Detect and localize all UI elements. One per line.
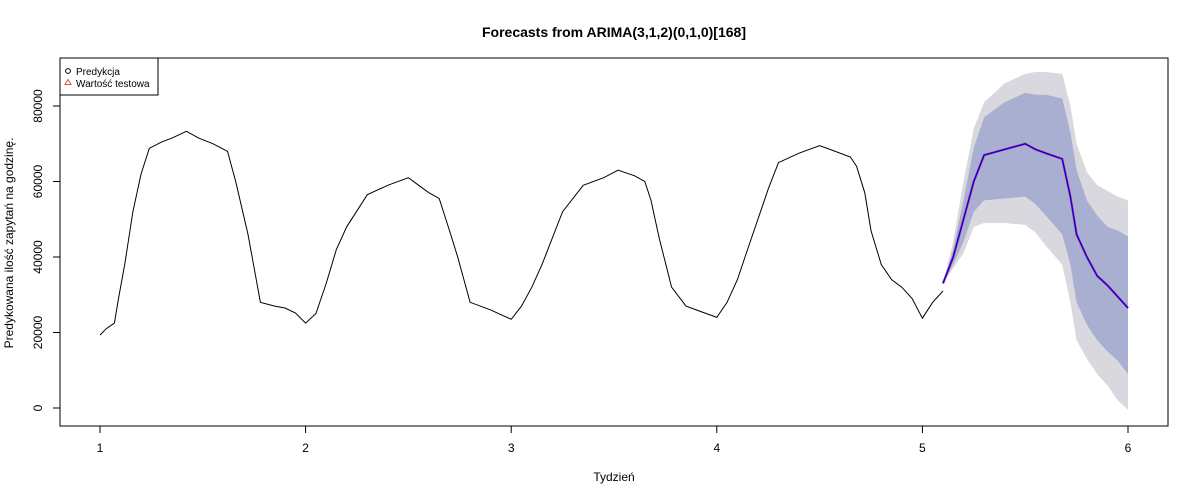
x-tick-label: 1	[97, 441, 104, 455]
series-lines	[99, 130, 1129, 336]
y-axis: 0 20000 40000 60000 80000	[31, 89, 61, 411]
x-axis: 1 2 3 4 5 6	[97, 425, 1132, 455]
x-axis-label: Tydzień	[593, 470, 634, 484]
y-tick-label: 40000	[31, 240, 45, 274]
legend: Predykcja Wartość testowa	[59, 57, 159, 96]
band-80	[943, 92, 1128, 375]
legend-box	[59, 57, 159, 96]
legend-circle-marker	[65, 68, 71, 74]
y-tick-label: 80000	[31, 89, 45, 123]
legend-triangle-marker	[64, 78, 72, 85]
history-line	[99, 130, 944, 336]
forecast-line	[942, 143, 1129, 309]
y-tick-label: 0	[31, 404, 45, 411]
x-tick-label: 3	[508, 441, 515, 455]
x-tick-label: 4	[713, 441, 720, 455]
y-tick-label: 60000	[31, 164, 45, 198]
confidence-bands	[943, 72, 1128, 410]
y-axis-label: Predykowana ilość zapytań na godzinę.	[2, 138, 16, 349]
x-tick-label: 5	[919, 441, 926, 455]
legend-label-wartosc-testowa: Wartość testowa	[76, 79, 150, 90]
x-tick-label: 2	[302, 441, 309, 455]
x-tick-label: 6	[1125, 441, 1132, 455]
chart-title: Forecasts from ARIMA(3,1,2)(0,1,0)[168]	[482, 24, 746, 40]
y-tick-label: 20000	[31, 315, 45, 349]
legend-label-predykcja: Predykcja	[76, 67, 120, 78]
